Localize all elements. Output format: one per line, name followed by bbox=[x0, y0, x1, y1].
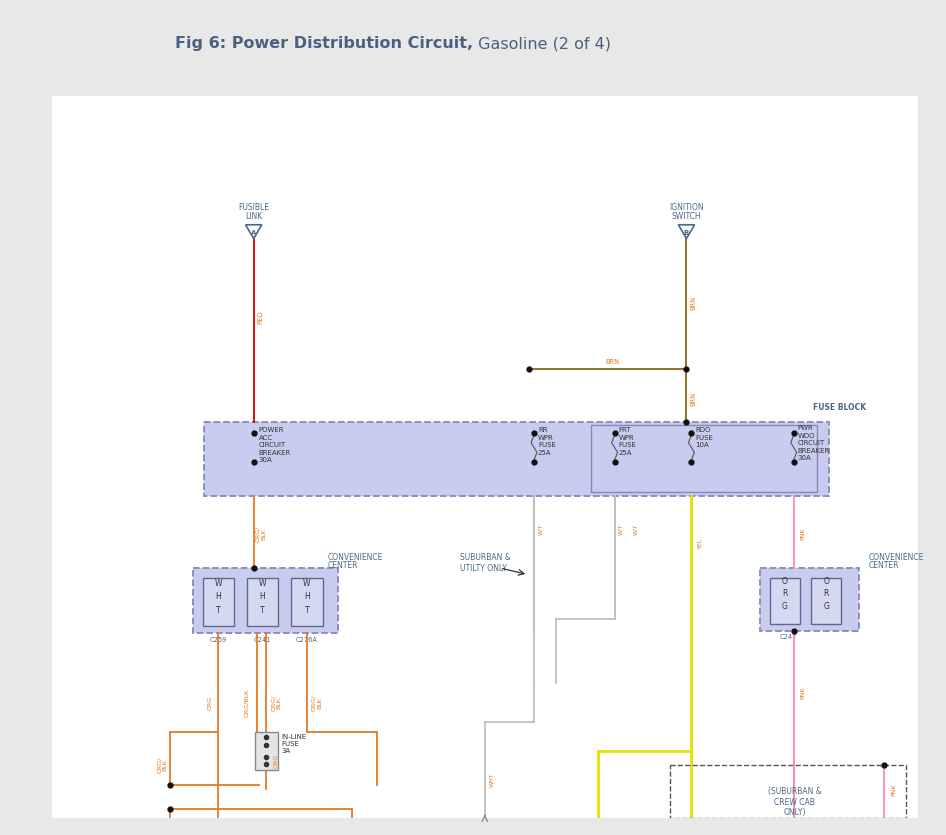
Text: IGNITION: IGNITION bbox=[669, 203, 704, 211]
Text: A: A bbox=[251, 230, 256, 236]
Text: CONVENIENCE: CONVENIENCE bbox=[868, 553, 924, 562]
Text: BRN: BRN bbox=[691, 296, 696, 310]
Bar bbox=[193, 568, 339, 634]
Text: ORG/
BLK: ORG/ BLK bbox=[157, 757, 167, 773]
Text: CENTER: CENTER bbox=[327, 561, 358, 569]
Text: Gasoline (2 of 4): Gasoline (2 of 4) bbox=[473, 37, 611, 51]
Bar bbox=[591, 425, 817, 492]
Bar bbox=[670, 766, 906, 818]
Text: R: R bbox=[782, 590, 787, 599]
Bar bbox=[247, 578, 278, 625]
Bar bbox=[812, 578, 841, 624]
Text: C241: C241 bbox=[254, 637, 272, 643]
Text: FRT
WPR
FUSE
25A: FRT WPR FUSE 25A bbox=[619, 428, 637, 456]
Text: ORG/BLK: ORG/BLK bbox=[244, 689, 250, 716]
Text: BRN: BRN bbox=[691, 392, 696, 407]
Text: ORG/
BLK: ORG/ BLK bbox=[271, 695, 282, 711]
Bar bbox=[204, 422, 829, 496]
Text: PNK: PNK bbox=[800, 528, 805, 540]
Text: LINK: LINK bbox=[245, 212, 262, 221]
Text: G: G bbox=[823, 602, 829, 611]
Text: W: W bbox=[259, 579, 266, 588]
Text: RR
WPR
FUSE
25A: RR WPR FUSE 25A bbox=[538, 428, 556, 456]
Text: ORG/
BLK: ORG/ BLK bbox=[311, 695, 322, 711]
Text: R: R bbox=[823, 590, 829, 599]
Text: CENTER: CENTER bbox=[868, 561, 899, 569]
Bar bbox=[291, 578, 323, 625]
Bar bbox=[770, 578, 799, 624]
Text: W: W bbox=[215, 579, 222, 588]
Text: B: B bbox=[684, 230, 689, 236]
Text: SWITCH: SWITCH bbox=[672, 212, 701, 221]
Bar bbox=[202, 578, 234, 625]
Text: BRN: BRN bbox=[605, 359, 620, 365]
Text: H: H bbox=[304, 592, 309, 601]
Bar bbox=[761, 568, 859, 630]
Text: FUSIBLE: FUSIBLE bbox=[238, 203, 270, 211]
Text: T: T bbox=[216, 605, 220, 615]
Text: G: G bbox=[782, 602, 788, 611]
Text: H: H bbox=[216, 592, 221, 601]
Text: C276A: C276A bbox=[296, 637, 318, 643]
Text: O: O bbox=[782, 577, 788, 586]
Text: WHT: WHT bbox=[490, 772, 495, 787]
Text: FUSE BLOCK: FUSE BLOCK bbox=[814, 403, 867, 412]
Bar bbox=[254, 731, 278, 770]
Text: YEL: YEL bbox=[698, 539, 703, 549]
Text: O: O bbox=[823, 577, 829, 586]
Text: W-T: W-T bbox=[538, 524, 543, 535]
Text: W-T: W-T bbox=[619, 524, 624, 535]
Text: ORG: ORG bbox=[273, 753, 279, 767]
Text: (SUBURBAN &
CREW CAB
ONLY): (SUBURBAN & CREW CAB ONLY) bbox=[768, 787, 821, 817]
Text: CONVENIENCE: CONVENIENCE bbox=[327, 553, 383, 562]
Text: POWER
ACC
CIRCUIT
BREAKER
30A: POWER ACC CIRCUIT BREAKER 30A bbox=[258, 428, 290, 463]
Text: ORG: ORG bbox=[208, 696, 213, 710]
Text: ORG/
BLK: ORG/ BLK bbox=[255, 526, 266, 542]
Text: C259: C259 bbox=[210, 637, 227, 643]
Text: H: H bbox=[259, 592, 266, 601]
Text: Fig 6: Power Distribution Circuit,: Fig 6: Power Distribution Circuit, bbox=[175, 37, 473, 51]
Text: W-T: W-T bbox=[634, 524, 639, 535]
Text: RDO
FUSE
10A: RDO FUSE 10A bbox=[695, 428, 713, 448]
Text: PNK: PNK bbox=[800, 687, 805, 700]
Text: RED: RED bbox=[257, 311, 264, 325]
Text: SUBURBAN &
UTILTY ONLY: SUBURBAN & UTILTY ONLY bbox=[461, 554, 511, 573]
Text: PWR
WDO
CIRCUIT
BREAKER
30A: PWR WDO CIRCUIT BREAKER 30A bbox=[797, 425, 830, 462]
Text: IN-LINE
FUSE
3A: IN-LINE FUSE 3A bbox=[281, 734, 307, 753]
Text: PNK: PNK bbox=[891, 783, 897, 796]
Text: W: W bbox=[303, 579, 310, 588]
Text: T: T bbox=[260, 605, 265, 615]
Text: C247: C247 bbox=[780, 635, 797, 640]
Text: T: T bbox=[305, 605, 309, 615]
